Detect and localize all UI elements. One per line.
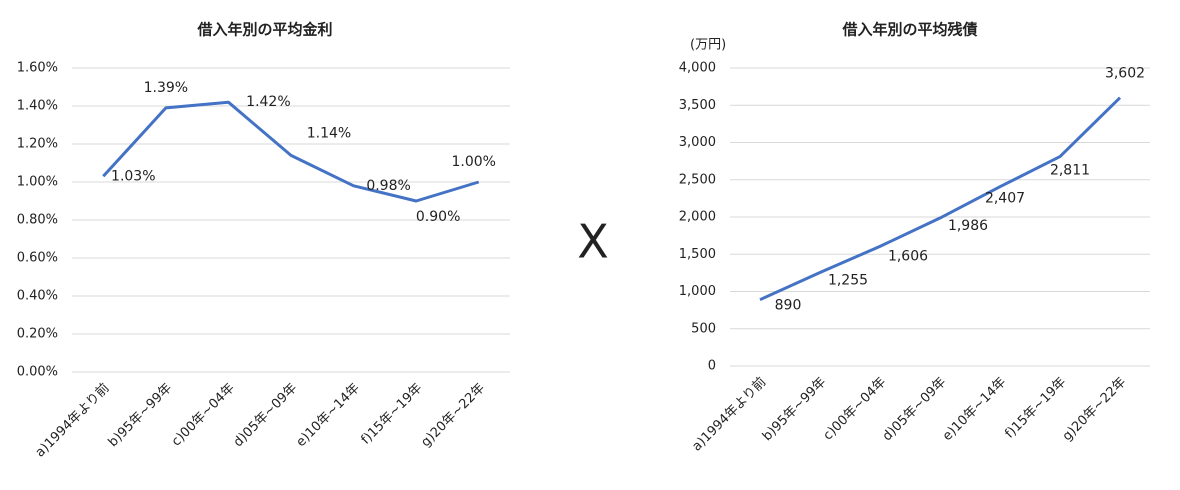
x-tick-label: b)95年~99年 [106, 381, 176, 451]
data-label: 0.90% [416, 209, 460, 225]
x-tick-label: d)05年~09年 [880, 375, 950, 445]
data-label: 2,811 [1050, 163, 1090, 179]
y-tick-label: 0.00% [17, 365, 58, 380]
y-tick-label: 0.80% [17, 213, 58, 228]
data-label: 1.14% [307, 125, 351, 141]
y-tick-label: 1.60% [17, 61, 58, 76]
y-tick-label: 1.20% [17, 137, 58, 152]
x-tick-label: f)15年~19年 [359, 381, 426, 448]
x-tick-label: a)1994年より前 [689, 374, 770, 455]
data-label: 1,986 [948, 218, 988, 234]
x-tick-label: f)15年~19年 [1002, 375, 1069, 442]
line [759, 96, 1122, 302]
data-label: 1.00% [451, 154, 495, 170]
x-tick-label: e)10年~14年 [294, 381, 363, 450]
y-tick-label: 0.40% [17, 289, 58, 304]
y-tick-label: 0 [708, 359, 716, 374]
data-label: 1.03% [111, 168, 155, 184]
y-tick-label: 4,000 [679, 61, 716, 76]
data-label: 1.39% [144, 80, 188, 96]
x-tick-label: g)20年~22年 [419, 381, 489, 451]
y-tick-label: 1,500 [679, 247, 716, 262]
y-tick-label: 0.60% [17, 251, 58, 266]
y-tick-label: 3,000 [679, 135, 716, 150]
y-tick-label: 2,500 [679, 172, 716, 187]
separator: X [577, 215, 609, 269]
y-tick-label: 1,000 [679, 284, 716, 299]
y-tick-label: 1.40% [17, 99, 58, 114]
x-tick-label: e)10年~14年 [940, 375, 1009, 444]
x-tick-label: g)20年~22年 [1060, 375, 1130, 445]
x-tick-label: b)95年~99年 [760, 375, 830, 445]
data-label: 1,606 [888, 248, 928, 264]
y-unit: (万円) [690, 38, 726, 53]
data-label: 1,255 [828, 273, 868, 289]
chart-title: 借入年別の平均金利 [196, 21, 332, 39]
y-tick-label: 0.20% [17, 327, 58, 342]
data-label: 3,602 [1105, 66, 1145, 82]
line [102, 100, 480, 203]
data-label: 2,407 [985, 191, 1025, 207]
chart-title: 借入年別の平均残債 [841, 21, 977, 39]
y-tick-label: 1.00% [17, 175, 58, 190]
y-tick-label: 2,000 [679, 210, 716, 225]
data-label: 890 [775, 298, 802, 314]
y-tick-label: 3,500 [679, 98, 716, 113]
data-label: 0.98% [366, 178, 410, 194]
y-tick-label: 500 [691, 321, 716, 336]
x-tick-label: a)1994年より前 [32, 380, 113, 461]
data-label: 1.42% [246, 94, 290, 110]
x-tick-label: d)05年~09年 [231, 381, 301, 451]
x-tick-label: c)00年~04年 [169, 381, 238, 450]
